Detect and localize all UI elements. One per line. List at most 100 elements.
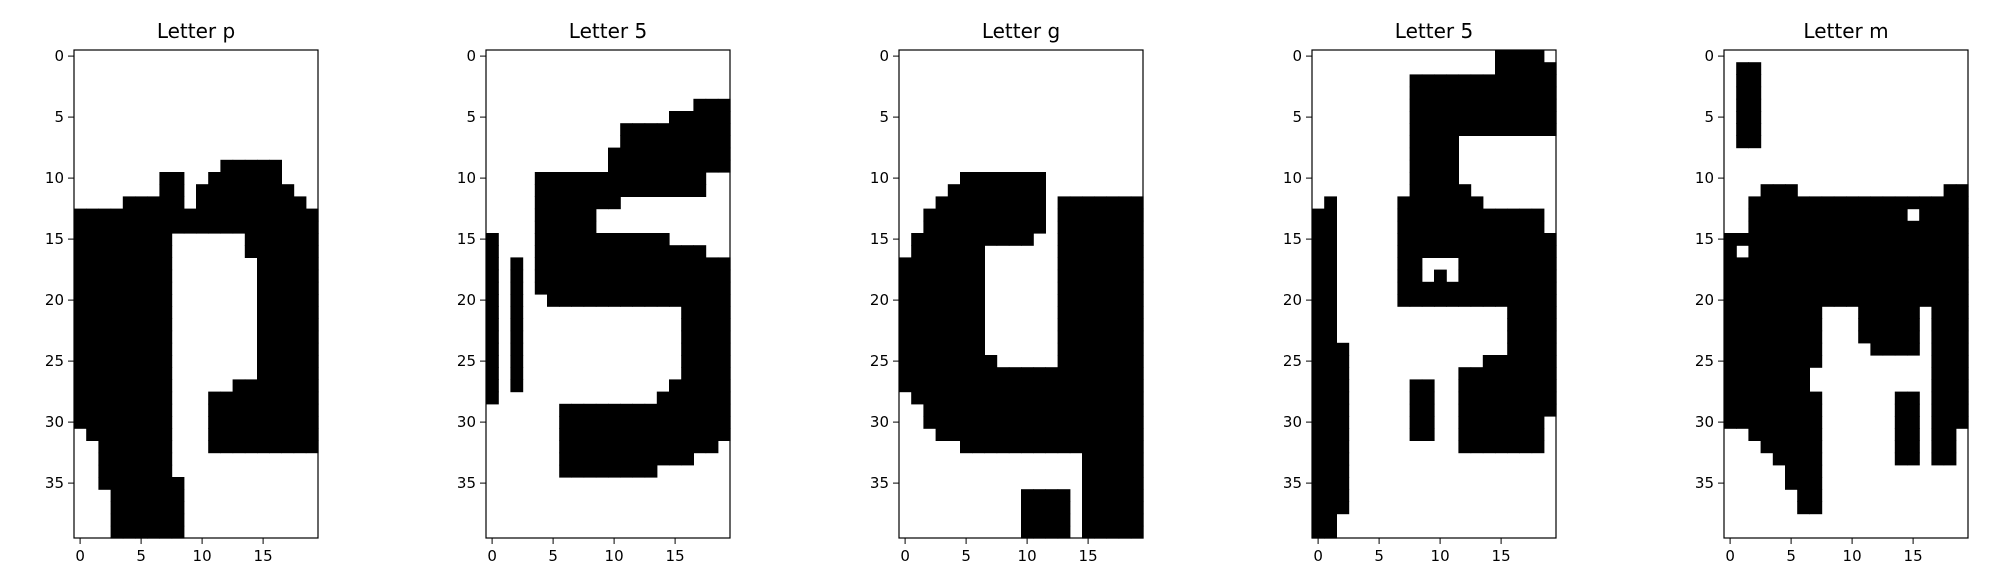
- pixel-cell: [1106, 245, 1120, 258]
- pixel-cell: [1955, 367, 1969, 380]
- pixel-cell: [257, 403, 270, 417]
- pixel-cell: [159, 464, 173, 478]
- pixel-cell: [1821, 269, 1835, 283]
- pixel-cell: [911, 257, 924, 271]
- pixel-cell: [135, 501, 148, 515]
- pixel-cell: [1397, 233, 1411, 246]
- y-tick-label: 25: [1283, 352, 1302, 370]
- pixel-cell: [1772, 208, 1786, 222]
- pixel-cell: [1434, 147, 1447, 161]
- pixel-cell: [547, 281, 560, 295]
- pixel-cell: [1312, 416, 1325, 429]
- pixel-cell: [135, 306, 148, 319]
- pixel-cell: [1045, 501, 1059, 515]
- pixel-cell: [1446, 172, 1459, 185]
- pixel-cell: [1094, 245, 1107, 258]
- pixel-cell: [1045, 416, 1059, 429]
- pixel-cell: [1760, 403, 1774, 417]
- pixel-cell: [74, 403, 87, 417]
- pixel-cell: [1507, 355, 1520, 368]
- pixel-cell: [984, 184, 998, 197]
- pixel-cell: [935, 428, 949, 441]
- pixel-cell: [86, 281, 99, 295]
- pixel-cell: [1458, 184, 1472, 197]
- pixel-cell: [559, 208, 572, 222]
- pixel-cell: [923, 294, 937, 307]
- pixel-cell: [632, 281, 646, 295]
- pixel-cell: [1312, 464, 1325, 478]
- pixel-cell: [583, 196, 597, 210]
- pixel-cell: [1919, 245, 1932, 258]
- pixel-cell: [1809, 208, 1823, 222]
- pixel-cell: [1931, 452, 1945, 466]
- pixel-cell: [1736, 306, 1749, 319]
- pixel-cell: [632, 233, 646, 246]
- pixel-cell: [1021, 208, 1034, 222]
- pixel-cell: [1106, 281, 1120, 295]
- pixel-cell: [1434, 196, 1447, 210]
- pixel-cell: [1785, 257, 1798, 271]
- pixel-cell: [122, 318, 136, 332]
- pixel-cell: [74, 306, 87, 319]
- pixel-cell: [644, 403, 658, 417]
- pixel-cell: [1736, 123, 1749, 136]
- pixel-cell: [1324, 269, 1337, 283]
- pixel-cell: [1907, 342, 1920, 356]
- pixel-cell: [644, 184, 658, 197]
- pixel-cell: [1130, 318, 1144, 332]
- pixel-cell: [1106, 330, 1120, 344]
- pixel-cell: [293, 355, 307, 368]
- pixel-cell: [972, 367, 985, 380]
- pixel-cell: [644, 245, 658, 258]
- pixel-cell: [257, 342, 270, 356]
- pixel-cell: [147, 318, 160, 332]
- pixel-cell: [644, 281, 658, 295]
- pixel-cell: [705, 367, 719, 380]
- pixel-cell: [293, 416, 307, 429]
- pixel-cell: [1724, 391, 1737, 405]
- pixel-cell: [1531, 50, 1545, 63]
- pixel-cell: [1495, 391, 1508, 405]
- pixel-cell: [996, 367, 1010, 380]
- pixel-cell: [110, 428, 124, 441]
- pixel-cell: [1082, 391, 1095, 405]
- pixel-cell: [135, 477, 148, 490]
- pixel-cell: [583, 403, 597, 417]
- pixel-cell: [1882, 220, 1896, 234]
- pixel-cell: [122, 379, 136, 393]
- pixel-cell: [1919, 269, 1932, 283]
- pixel-cell: [669, 294, 682, 307]
- pixel-cell: [996, 403, 1010, 417]
- pixel-cell: [1531, 318, 1545, 332]
- pixel-cell: [899, 367, 912, 380]
- pixel-cell: [1106, 379, 1120, 393]
- pixel-cell: [1797, 220, 1810, 234]
- pixel-cell: [135, 281, 148, 295]
- pixel-cell: [1531, 342, 1545, 356]
- pixel-cell: [1907, 440, 1920, 454]
- pixel-cell: [1931, 428, 1945, 441]
- pixel-cell: [1106, 233, 1120, 246]
- x-tick-label: 10: [193, 547, 212, 565]
- x-tick-label: 10: [1018, 547, 1037, 565]
- pixel-cell: [1057, 513, 1071, 527]
- pixel-cell: [1421, 172, 1435, 185]
- pixel-cell: [947, 184, 961, 197]
- pixel-cell: [1057, 391, 1071, 405]
- pixel-cell: [681, 123, 694, 136]
- pixel-cell: [1482, 428, 1496, 441]
- pixel-cell: [1943, 306, 1957, 319]
- pixel-cell: [935, 220, 949, 234]
- pixel-cell: [1008, 220, 1022, 234]
- x-tick-label: 15: [254, 547, 273, 565]
- pixel-cell: [1870, 318, 1884, 332]
- pixel-cell: [1069, 416, 1083, 429]
- pixel-cell: [293, 330, 307, 344]
- pixel-cell: [1748, 111, 1762, 124]
- pixel-cell: [1082, 367, 1095, 380]
- pixel-cell: [656, 233, 670, 246]
- pixel-cell: [620, 135, 633, 149]
- pixel-cell: [632, 159, 646, 173]
- pixel-cell: [705, 281, 719, 295]
- pixel-cell: [1748, 245, 1762, 258]
